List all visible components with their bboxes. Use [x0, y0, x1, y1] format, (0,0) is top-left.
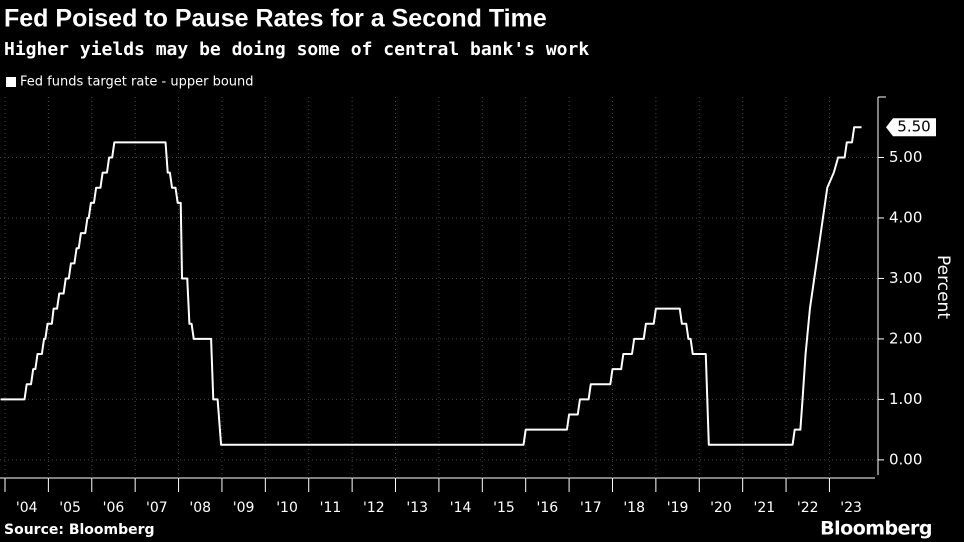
y-tick-label: 2.00	[889, 329, 922, 347]
y-tick-label: 4.00	[889, 208, 922, 226]
source: Source: Bloomberg	[4, 522, 155, 538]
end-label-box	[886, 118, 936, 137]
x-tick-label: '04	[16, 500, 38, 516]
y-tick-label: 3.00	[889, 269, 922, 287]
x-tick-label: '11	[320, 500, 342, 516]
x-tick-label: '13	[406, 500, 428, 516]
legend-label: Fed funds target rate - upper bound	[20, 75, 254, 90]
x-tick-label: '17	[580, 500, 602, 516]
x-tick-label: '12	[363, 500, 385, 516]
x-tick-label: '14	[450, 500, 472, 516]
chart-title: Fed Poised to Pause Rates for a Second T…	[4, 5, 547, 33]
x-tick-label: '06	[103, 500, 125, 516]
y-tick-label: 5.00	[889, 148, 922, 166]
x-tick-label: '16	[537, 500, 559, 516]
y-axis-label: Percent	[933, 255, 953, 319]
x-tick-label: '18	[623, 500, 645, 516]
x-tick-label: '05	[59, 500, 81, 516]
x-tick-label: '08	[189, 500, 211, 516]
x-tick-label: '15	[493, 500, 515, 516]
x-tick-label: '22	[797, 500, 819, 516]
legend-swatch	[6, 77, 16, 87]
x-tick-label: '07	[146, 500, 168, 516]
x-tick-label: '21	[754, 500, 776, 516]
y-tick-label: 0.00	[889, 450, 922, 468]
x-tick-label: '19	[667, 500, 689, 516]
line-series	[0, 126, 862, 446]
x-tick-label: '20	[710, 500, 732, 516]
x-tick-label: '23	[840, 500, 862, 516]
x-tick-label: '10	[276, 500, 298, 516]
x-tick-label: '09	[233, 500, 255, 516]
brand: Bloomberg	[820, 518, 932, 540]
chart-subtitle: Higher yields may be doing some of centr…	[4, 39, 589, 60]
end-label: 5.50	[897, 118, 930, 136]
y-tick-label: 1.00	[889, 390, 922, 408]
